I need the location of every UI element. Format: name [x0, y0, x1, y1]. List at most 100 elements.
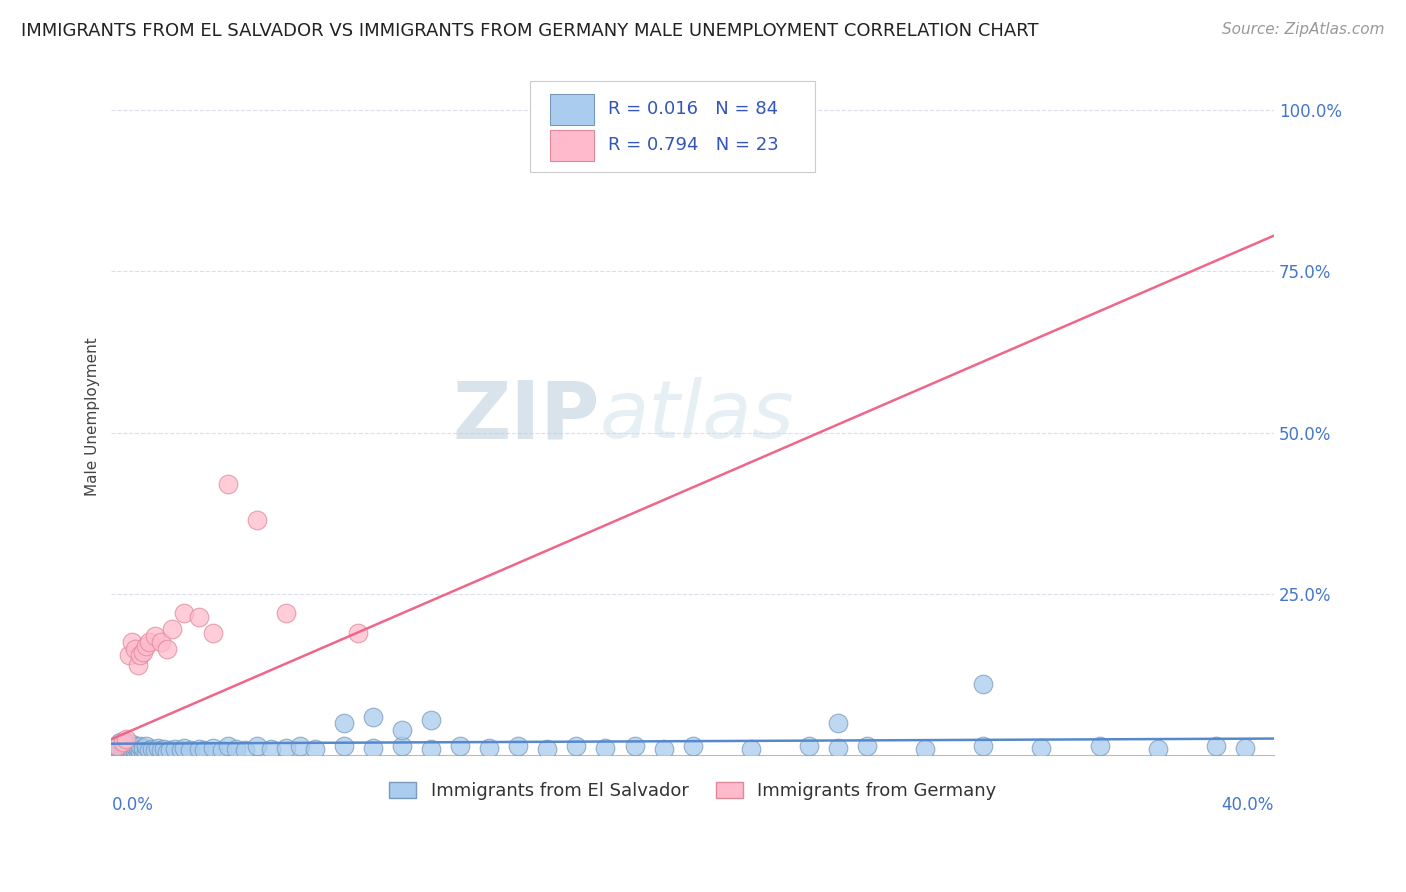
Point	[143, 629, 166, 643]
Text: atlas: atlas	[600, 377, 794, 456]
Point	[105, 743, 128, 757]
Point	[449, 739, 471, 753]
Point	[595, 740, 617, 755]
Point	[132, 745, 155, 759]
Point	[138, 743, 160, 757]
Point	[115, 743, 138, 757]
Point	[129, 745, 152, 759]
Point	[420, 742, 443, 756]
Point	[623, 739, 645, 753]
Point	[565, 739, 588, 753]
Point	[121, 635, 143, 649]
Point	[1233, 740, 1256, 755]
Point	[193, 743, 215, 757]
Point	[127, 745, 149, 759]
Point	[797, 739, 820, 753]
Point	[115, 745, 138, 759]
Point	[740, 742, 762, 756]
Point	[135, 739, 157, 753]
Point	[105, 739, 128, 753]
Point	[304, 742, 326, 756]
Point	[115, 732, 138, 747]
Text: R = 0.016   N = 84: R = 0.016 N = 84	[607, 100, 778, 119]
Y-axis label: Male Unemployment: Male Unemployment	[86, 337, 100, 496]
Point	[112, 735, 135, 749]
Text: IMMIGRANTS FROM EL SALVADOR VS IMMIGRANTS FROM GERMANY MALE UNEMPLOYMENT CORRELA: IMMIGRANTS FROM EL SALVADOR VS IMMIGRANT…	[21, 22, 1039, 40]
Point	[162, 623, 184, 637]
Point	[211, 743, 233, 757]
Point	[129, 739, 152, 753]
Point	[149, 635, 172, 649]
Point	[118, 742, 141, 756]
Point	[124, 743, 146, 757]
Point	[361, 740, 384, 755]
Point	[159, 743, 181, 757]
Point	[173, 607, 195, 621]
Point	[143, 743, 166, 757]
Point	[246, 739, 269, 753]
Point	[118, 739, 141, 753]
Point	[827, 740, 849, 755]
Point	[827, 716, 849, 731]
Point	[105, 739, 128, 753]
Point	[121, 737, 143, 751]
Point	[173, 740, 195, 755]
FancyBboxPatch shape	[550, 130, 593, 161]
Point	[103, 745, 125, 759]
Point	[156, 745, 179, 759]
Point	[179, 743, 201, 757]
Point	[333, 716, 356, 731]
Point	[118, 648, 141, 663]
Text: ZIP: ZIP	[453, 377, 600, 456]
Point	[108, 742, 131, 756]
FancyBboxPatch shape	[550, 95, 593, 125]
FancyBboxPatch shape	[530, 81, 814, 172]
Point	[152, 742, 174, 756]
Point	[274, 607, 297, 621]
Point	[132, 645, 155, 659]
Legend: Immigrants from El Salvador, Immigrants from Germany: Immigrants from El Salvador, Immigrants …	[382, 774, 1004, 807]
Point	[225, 742, 247, 756]
Point	[1205, 739, 1227, 753]
Point	[124, 745, 146, 759]
Point	[112, 742, 135, 756]
Point	[156, 641, 179, 656]
Point	[682, 739, 704, 753]
Point	[347, 625, 370, 640]
Point	[202, 625, 225, 640]
Point	[508, 739, 530, 753]
Point	[132, 740, 155, 755]
Point	[478, 740, 501, 755]
Point	[129, 648, 152, 663]
Point	[127, 657, 149, 672]
Text: 0.0%: 0.0%	[111, 796, 153, 814]
Point	[108, 735, 131, 749]
Point	[391, 739, 413, 753]
Point	[290, 739, 312, 753]
Point	[138, 635, 160, 649]
Point	[333, 739, 356, 753]
Point	[141, 742, 163, 756]
Point	[972, 739, 994, 753]
Point	[115, 735, 138, 749]
Point	[118, 745, 141, 759]
Point	[146, 740, 169, 755]
Point	[187, 609, 209, 624]
Point	[121, 742, 143, 756]
Point	[121, 745, 143, 759]
Point	[170, 743, 193, 757]
Point	[972, 677, 994, 691]
Point	[536, 742, 558, 756]
Point	[165, 742, 187, 756]
Point	[1031, 740, 1053, 755]
Point	[108, 745, 131, 759]
Point	[233, 743, 256, 757]
Point	[217, 477, 239, 491]
Point	[112, 745, 135, 759]
Point	[1088, 739, 1111, 753]
Point	[579, 103, 602, 117]
Point	[246, 513, 269, 527]
Text: 40.0%: 40.0%	[1222, 796, 1274, 814]
Point	[135, 639, 157, 653]
Point	[115, 740, 138, 755]
